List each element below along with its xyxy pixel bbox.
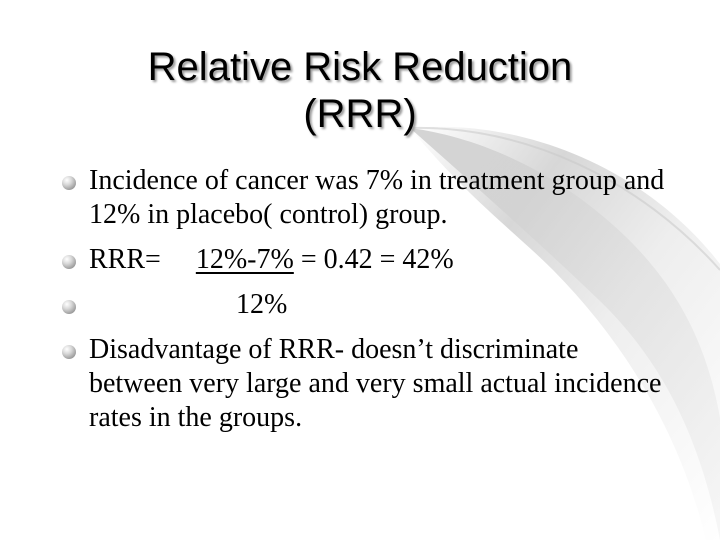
bullet-rrr-denominator: 12% [62, 288, 672, 322]
formula-result: = 0.42 = 42% [293, 244, 454, 275]
formula-numerator: 12%-7% [195, 244, 294, 275]
formula-denominator: 12% [236, 289, 288, 320]
title-line-2: (RRR) [303, 92, 417, 136]
bullet-list: Incidence of cancer was 7% in treatment … [62, 164, 672, 446]
slide-title: Relative Risk Reduction (RRR) [60, 44, 660, 138]
bullet-disadvantage: Disadvantage of RRR- doesn’t discriminat… [62, 333, 672, 435]
bullet-text: Incidence of cancer was 7% in treatment … [89, 165, 665, 230]
bullet-dot-icon [62, 176, 76, 190]
bullet-dot-icon [62, 255, 76, 269]
bullet-text: Disadvantage of RRR- doesn’t discriminat… [89, 334, 662, 433]
bullet-dot-icon [62, 300, 76, 314]
bullet-dot-icon [62, 345, 76, 359]
bullet-rrr-formula: RRR= 12%-7% = 0.42 = 42% [62, 243, 672, 277]
formula-prefix: RRR= [89, 244, 161, 275]
title-line-1: Relative Risk Reduction [147, 45, 573, 89]
bullet-cancer-incidence: Incidence of cancer was 7% in treatment … [62, 164, 672, 232]
